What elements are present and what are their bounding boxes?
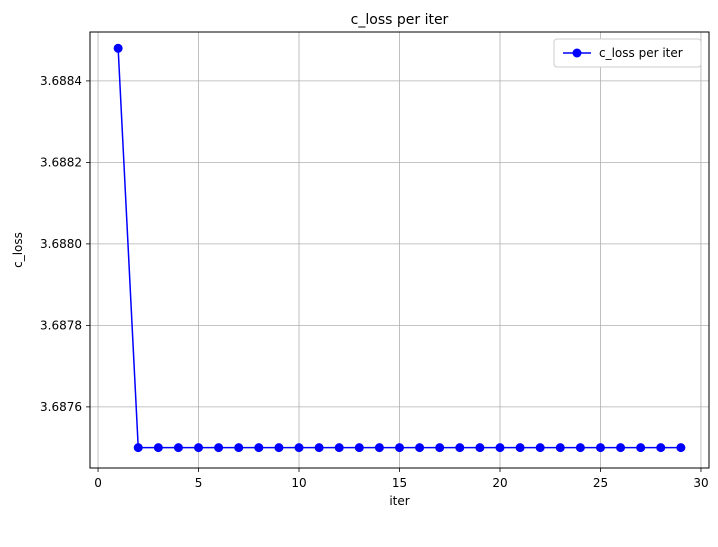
x-tick-label: 25: [593, 476, 608, 490]
data-point: [153, 443, 163, 453]
data-point: [354, 443, 364, 453]
data-point: [595, 443, 605, 453]
x-tick-label: 10: [291, 476, 306, 490]
data-point: [133, 443, 143, 453]
data-point: [234, 443, 244, 453]
legend-box: [553, 38, 702, 68]
grid: [90, 32, 709, 468]
data-point: [314, 443, 324, 453]
data-point: [214, 443, 224, 453]
data-point: [415, 443, 425, 453]
data-point: [254, 443, 264, 453]
data-point: [435, 443, 445, 453]
data-point: [374, 443, 384, 453]
data-point: [515, 443, 525, 453]
x-tick-label: 30: [693, 476, 708, 490]
data-point: [636, 443, 646, 453]
data-point: [274, 443, 284, 453]
data-point: [495, 443, 505, 453]
y-tick-label: 3.6876: [40, 400, 82, 414]
data-point: [173, 443, 183, 453]
data-point: [455, 443, 465, 453]
y-tick-label: 3.6878: [40, 318, 82, 332]
data-point: [676, 443, 686, 453]
chart-title: c_loss per iter: [351, 12, 449, 28]
data-point: [616, 443, 626, 453]
y-tick-label: 3.6880: [40, 237, 82, 251]
x-tick-label: 0: [94, 476, 102, 490]
data-point: [475, 443, 485, 453]
legend-dot-marker: [572, 48, 582, 58]
data-point: [656, 443, 666, 453]
data-point: [395, 443, 404, 453]
y-axis-label: c_loss: [11, 232, 25, 268]
y-tick-label: 3.6882: [40, 155, 82, 169]
y-tick-label: 3.6884: [40, 74, 82, 88]
data-point: [334, 443, 344, 453]
x-tick-label: 5: [195, 476, 203, 490]
data-point: [535, 443, 545, 453]
x-tick-label: 20: [492, 476, 507, 490]
legend: c_loss per iter: [553, 38, 702, 68]
series-layer: [113, 43, 686, 453]
data-point: [575, 443, 585, 453]
legend-label: c_loss per iter: [599, 46, 683, 60]
data-point: [194, 443, 204, 453]
ticks: 0 5 10 15 20 25 30 3.6876 3.6878 3.6880 3.6882 3.68…: [40, 74, 709, 490]
x-tick-label: 15: [392, 476, 407, 490]
data-point: [294, 443, 304, 453]
data-point: [555, 443, 565, 453]
data-point: [113, 43, 123, 53]
x-axis-label: iter: [389, 494, 409, 508]
